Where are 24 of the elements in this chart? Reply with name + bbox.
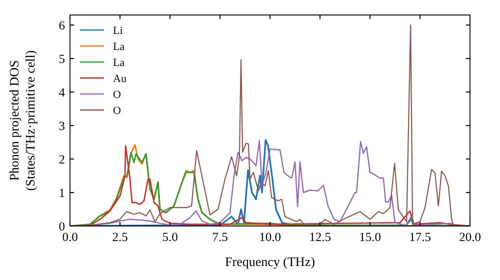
legend-label: La (113, 41, 125, 53)
y-tick-label: 5 (58, 52, 65, 66)
y-tick-label: 0 (58, 220, 65, 234)
legend-label: Au (113, 73, 127, 85)
x-tick-label: 12.5 (309, 230, 331, 244)
legend-label: O (113, 89, 121, 101)
x-tick-label: 7.5 (212, 230, 228, 244)
x-tick-label: 5.0 (162, 230, 178, 244)
legend-label: O (113, 105, 121, 117)
x-tick-label: 0.0 (62, 230, 78, 244)
x-tick-label: 15.0 (359, 230, 381, 244)
y-tick-label: 1 (58, 186, 65, 200)
x-tick-label: 2.5 (112, 230, 128, 244)
legend-label: Li (113, 25, 123, 37)
x-tick-label: 17.5 (409, 230, 431, 244)
x-tick-label: 10.0 (259, 230, 281, 244)
y-tick-label: 2 (58, 152, 65, 167)
y-tick-label: 6 (58, 18, 65, 33)
y-tick-label: 4 (58, 86, 66, 100)
x-axis-title: Frequency (THz) (225, 254, 315, 269)
y-axis-title: Phonon projected DOS (States/THz·primitive cell) (6, 50, 38, 191)
y-tick-label: 3 (58, 119, 65, 134)
x-tick-label: 20.0 (459, 230, 481, 244)
legend-label: La (113, 57, 125, 69)
